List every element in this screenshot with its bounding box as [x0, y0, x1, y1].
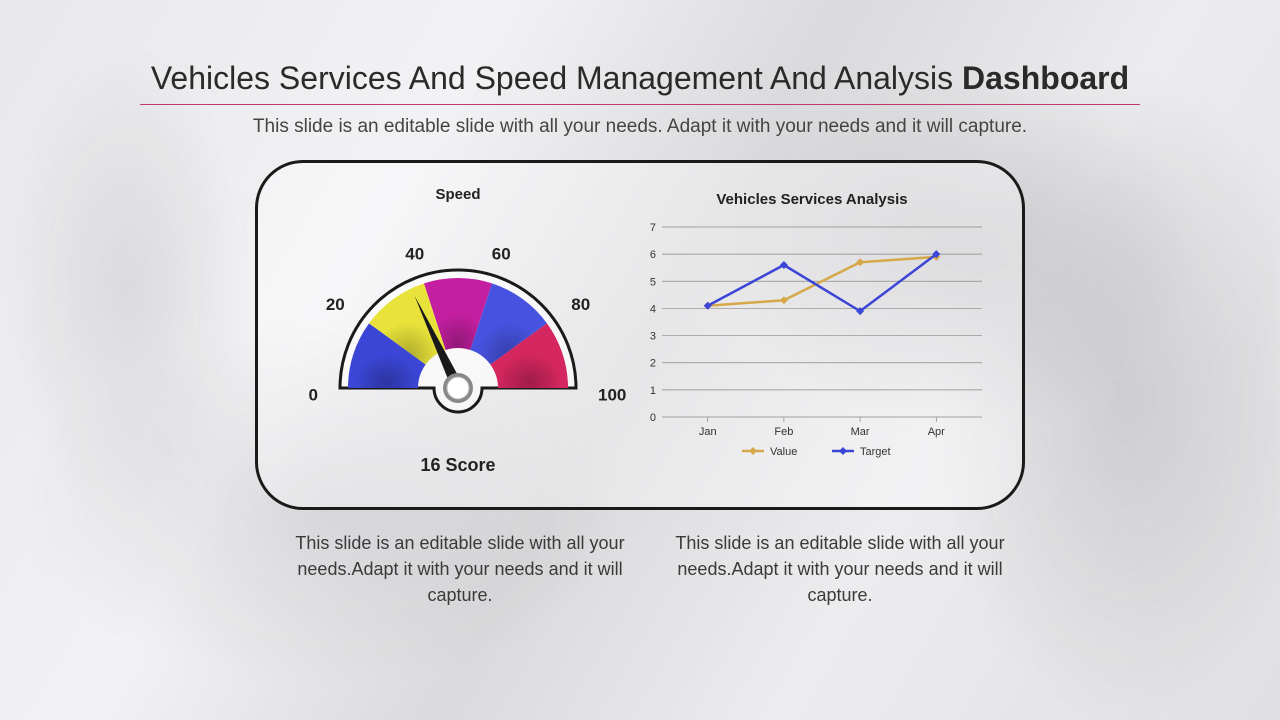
svg-text:5: 5 [650, 276, 656, 288]
svg-text:3: 3 [650, 331, 656, 343]
title-plain: Vehicles Services And Speed Management A… [151, 60, 962, 96]
svg-text:2: 2 [650, 358, 656, 370]
caption-left: This slide is an editable slide with all… [280, 530, 640, 608]
gauge-chart: 0 20 40 60 80 100 [288, 208, 628, 468]
gauge-title: Speed [288, 186, 628, 203]
svg-text:7: 7 [650, 222, 656, 234]
svg-text:4: 4 [650, 303, 656, 315]
svg-text:6: 6 [650, 249, 656, 261]
gauge-score-label: 16 Score [288, 455, 628, 476]
services-line-chart: Vehicles Services Analysis 0 1 2 3 4 5 6 7 Jan Fe… [632, 183, 992, 493]
svg-text:Jan: Jan [699, 426, 717, 438]
speed-gauge: Speed 0 20 40 60 80 100 16 Score [288, 178, 628, 498]
svg-text:40: 40 [405, 244, 424, 263]
svg-text:80: 80 [571, 295, 590, 314]
svg-text:1: 1 [650, 385, 656, 397]
svg-text:Target: Target [860, 446, 891, 458]
title-bold: Dashboard [962, 60, 1129, 96]
page-title: Vehicles Services And Speed Management A… [0, 60, 1280, 97]
line-chart: 0 1 2 3 4 5 6 7 Jan Feb Mar Apr Value Target [632, 217, 992, 477]
line-chart-title: Vehicles Services Analysis [632, 191, 992, 208]
svg-text:100: 100 [598, 385, 626, 404]
svg-text:Apr: Apr [928, 426, 945, 438]
caption-right: This slide is an editable slide with all… [660, 530, 1020, 608]
svg-text:Mar: Mar [851, 426, 870, 438]
title-underline [140, 104, 1140, 105]
svg-text:Feb: Feb [774, 426, 793, 438]
svg-text:0: 0 [309, 385, 318, 404]
svg-text:20: 20 [326, 295, 345, 314]
dashboard-panel: Speed 020406080100 16 Score Vehicles Ser… [255, 160, 1025, 510]
page-subtitle: This slide is an editable slide with all… [0, 116, 1280, 138]
svg-text:Value: Value [770, 446, 797, 458]
svg-text:60: 60 [492, 244, 511, 263]
svg-text:0: 0 [650, 412, 656, 424]
